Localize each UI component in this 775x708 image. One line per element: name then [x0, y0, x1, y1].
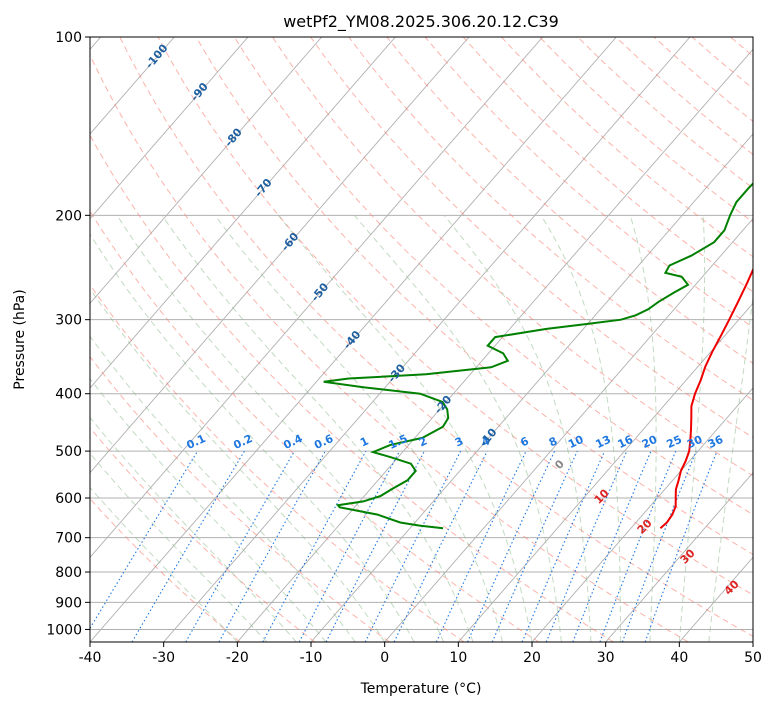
mixing-ratio-label: 16 [616, 433, 636, 451]
mixing-ratio-lines [90, 450, 718, 642]
dry-adiabat-line [90, 498, 241, 642]
x-tick-label: 50 [744, 650, 762, 666]
dry-adiabat-line [424, 37, 753, 328]
moist-adiabat-line [90, 335, 356, 642]
plot-frame [89, 36, 754, 643]
dewpoint-line [323, 182, 753, 530]
isotherm-line [310, 133, 753, 642]
isotherm-line [90, 37, 396, 389]
moist-adiabat-line [90, 416, 297, 642]
background-lines [90, 37, 753, 642]
y-tick-label: 800 [55, 565, 82, 581]
x-tick-label: -40 [79, 650, 102, 666]
dry-adiabat-line [348, 37, 753, 401]
y-axis-label: Pressure (hPa) [12, 289, 28, 389]
mixing-ratio-line [218, 450, 326, 642]
x-tick-label: -10 [300, 650, 323, 666]
y-tick-label: 1000 [46, 622, 82, 638]
y-tick-label: 100 [55, 30, 82, 46]
moist-adiabat-line [161, 215, 474, 642]
moist-adiabat-line [116, 215, 445, 642]
x-tick-label: 20 [523, 650, 541, 666]
mixing-ratio-line [644, 450, 718, 642]
isotherm-line [752, 641, 753, 642]
isotherm-line [90, 37, 544, 559]
isotherm-line [531, 387, 753, 642]
mixing-ratio-label: 20 [640, 433, 660, 451]
mixing-ratio-line [599, 450, 677, 642]
dry-adiabat-line [90, 53, 689, 642]
mixing-ratio-label: 36 [706, 433, 726, 451]
isotherm-line [163, 37, 691, 642]
moist-adiabat-line [708, 292, 753, 642]
mixing-ratio-line [298, 450, 401, 642]
moist-adiabat-line [678, 215, 706, 642]
moist-adiabat-line [90, 287, 386, 642]
dry-adiabat-line [90, 283, 465, 642]
moist-adiabat-line [354, 214, 562, 642]
mixing-ratio-line [621, 450, 697, 642]
x-tick-label: 40 [670, 650, 688, 666]
mixing-ratio-line [491, 450, 578, 642]
moist-adiabat-line [90, 233, 415, 642]
mixing-ratio-line [545, 450, 628, 642]
isotherm-line [605, 471, 753, 642]
isotherm-line [90, 37, 249, 220]
dry-adiabat-line [272, 37, 753, 477]
y-tick-label: 700 [55, 531, 82, 547]
y-tick-label: 400 [55, 387, 82, 403]
plot-area [90, 37, 753, 642]
y-tick-label: 600 [55, 491, 82, 507]
y-tick-label: 200 [55, 208, 82, 224]
isotherm-line [90, 37, 323, 304]
moist-adiabat-line [629, 215, 657, 642]
moist-adiabat-line [90, 452, 268, 642]
y-tick-label: 500 [55, 444, 82, 460]
moist-adiabat-line [540, 215, 621, 642]
moist-adiabat-line [90, 486, 238, 642]
sounding-profiles [323, 182, 753, 530]
mixing-ratio-label: 30 [685, 433, 705, 451]
x-tick-label: 10 [449, 650, 467, 666]
isotherm-line [236, 48, 753, 642]
mixing-ratio-label: 10 [566, 433, 586, 451]
x-tick-label: 0 [380, 650, 389, 666]
y-tick-label: 300 [55, 313, 82, 329]
dry-adiabat-line [119, 37, 753, 638]
x-tick-label: -20 [226, 650, 249, 666]
mixing-ratio-line [521, 450, 606, 642]
dry-adiabat-line [90, 210, 540, 642]
dry-adiabat-line [90, 134, 614, 642]
x-tick-label: 30 [597, 650, 615, 666]
mixing-ratio-line [364, 450, 462, 642]
isotherm-line [90, 37, 470, 474]
dry-adiabat-line [310, 37, 753, 439]
isotherm-line [90, 37, 617, 642]
mixing-ratio-line [572, 450, 652, 642]
moist-adiabat-line [214, 215, 503, 642]
x-axis-label: Temperature (°C) [360, 681, 482, 697]
y-axis-ticks: 100 200 300 400 500 600 700 800 900 1000 [46, 30, 90, 638]
isotherm-line [384, 217, 753, 642]
mixing-ratio-label: 13 [594, 433, 613, 451]
x-tick-label: -30 [152, 650, 175, 666]
temperature-line [659, 267, 753, 530]
chart-title: wetPf2_YM08.2025.306.20.12.C39 [283, 12, 559, 32]
mixing-ratio-label: 25 [665, 433, 684, 451]
dry-adiabat-line [386, 37, 753, 364]
y-tick-label: 900 [55, 595, 82, 611]
moist-adiabat-line [277, 214, 533, 642]
dry-adiabat-line [90, 355, 390, 642]
mixing-ratio-line [90, 450, 199, 630]
mixing-ratio-line [262, 450, 367, 642]
moist-adiabat-line [90, 377, 327, 642]
x-axis-ticks: -40 -30 -20 -10 0 10 20 30 40 50 [79, 642, 762, 666]
dry-adiabat-line [90, 427, 316, 642]
